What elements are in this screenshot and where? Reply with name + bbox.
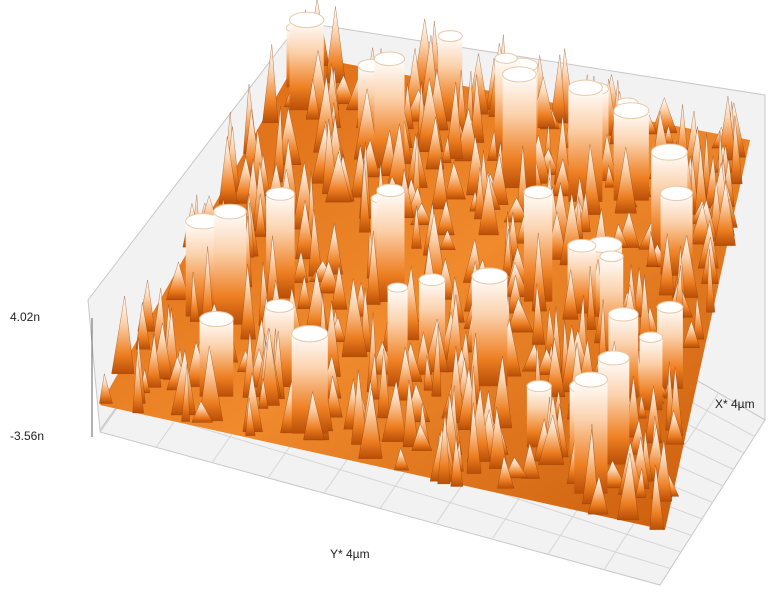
pillar-top xyxy=(472,268,507,284)
surface-plot: 4.02n -3.56n X* 4µm Y* 4µm xyxy=(0,0,769,595)
pillar-top xyxy=(289,12,323,27)
pillar-top xyxy=(388,283,408,292)
pillar xyxy=(568,88,602,202)
pillar-top xyxy=(266,187,294,200)
pillar-top xyxy=(600,251,623,262)
pillar-top xyxy=(608,308,638,321)
pillar-top xyxy=(524,186,552,199)
page: 4.02n -3.56n X* 4µm Y* 4µm (() => { cons… xyxy=(0,0,769,595)
pillar xyxy=(214,212,247,325)
pillar-top xyxy=(438,31,462,42)
pillar-top xyxy=(495,53,517,63)
pillar-top xyxy=(200,311,234,326)
pillar-top xyxy=(574,372,607,387)
pillar-top xyxy=(265,300,293,313)
x-axis-label: X* 4µm xyxy=(715,397,755,411)
pillar xyxy=(639,337,662,410)
pillar-top xyxy=(377,184,405,196)
pillar-top xyxy=(292,326,328,342)
pillar-top xyxy=(651,144,687,160)
pillar-top xyxy=(568,80,602,95)
pillar-top xyxy=(374,52,404,66)
z-min-label: -3.56n xyxy=(10,429,44,443)
pillar-top xyxy=(614,103,649,119)
pillar-top xyxy=(568,239,596,252)
pillar-top xyxy=(639,332,662,342)
pillar-top xyxy=(214,204,247,219)
pillar xyxy=(503,74,537,188)
pillar-top xyxy=(527,381,551,392)
pillar-top xyxy=(503,67,537,82)
pillar-top xyxy=(419,274,445,286)
pillar-top xyxy=(661,186,693,200)
pillar-top xyxy=(598,351,629,365)
y-axis-label: Y* 4µm xyxy=(330,547,370,561)
pillar-top xyxy=(657,301,683,313)
z-max-label: 4.02n xyxy=(10,310,40,324)
